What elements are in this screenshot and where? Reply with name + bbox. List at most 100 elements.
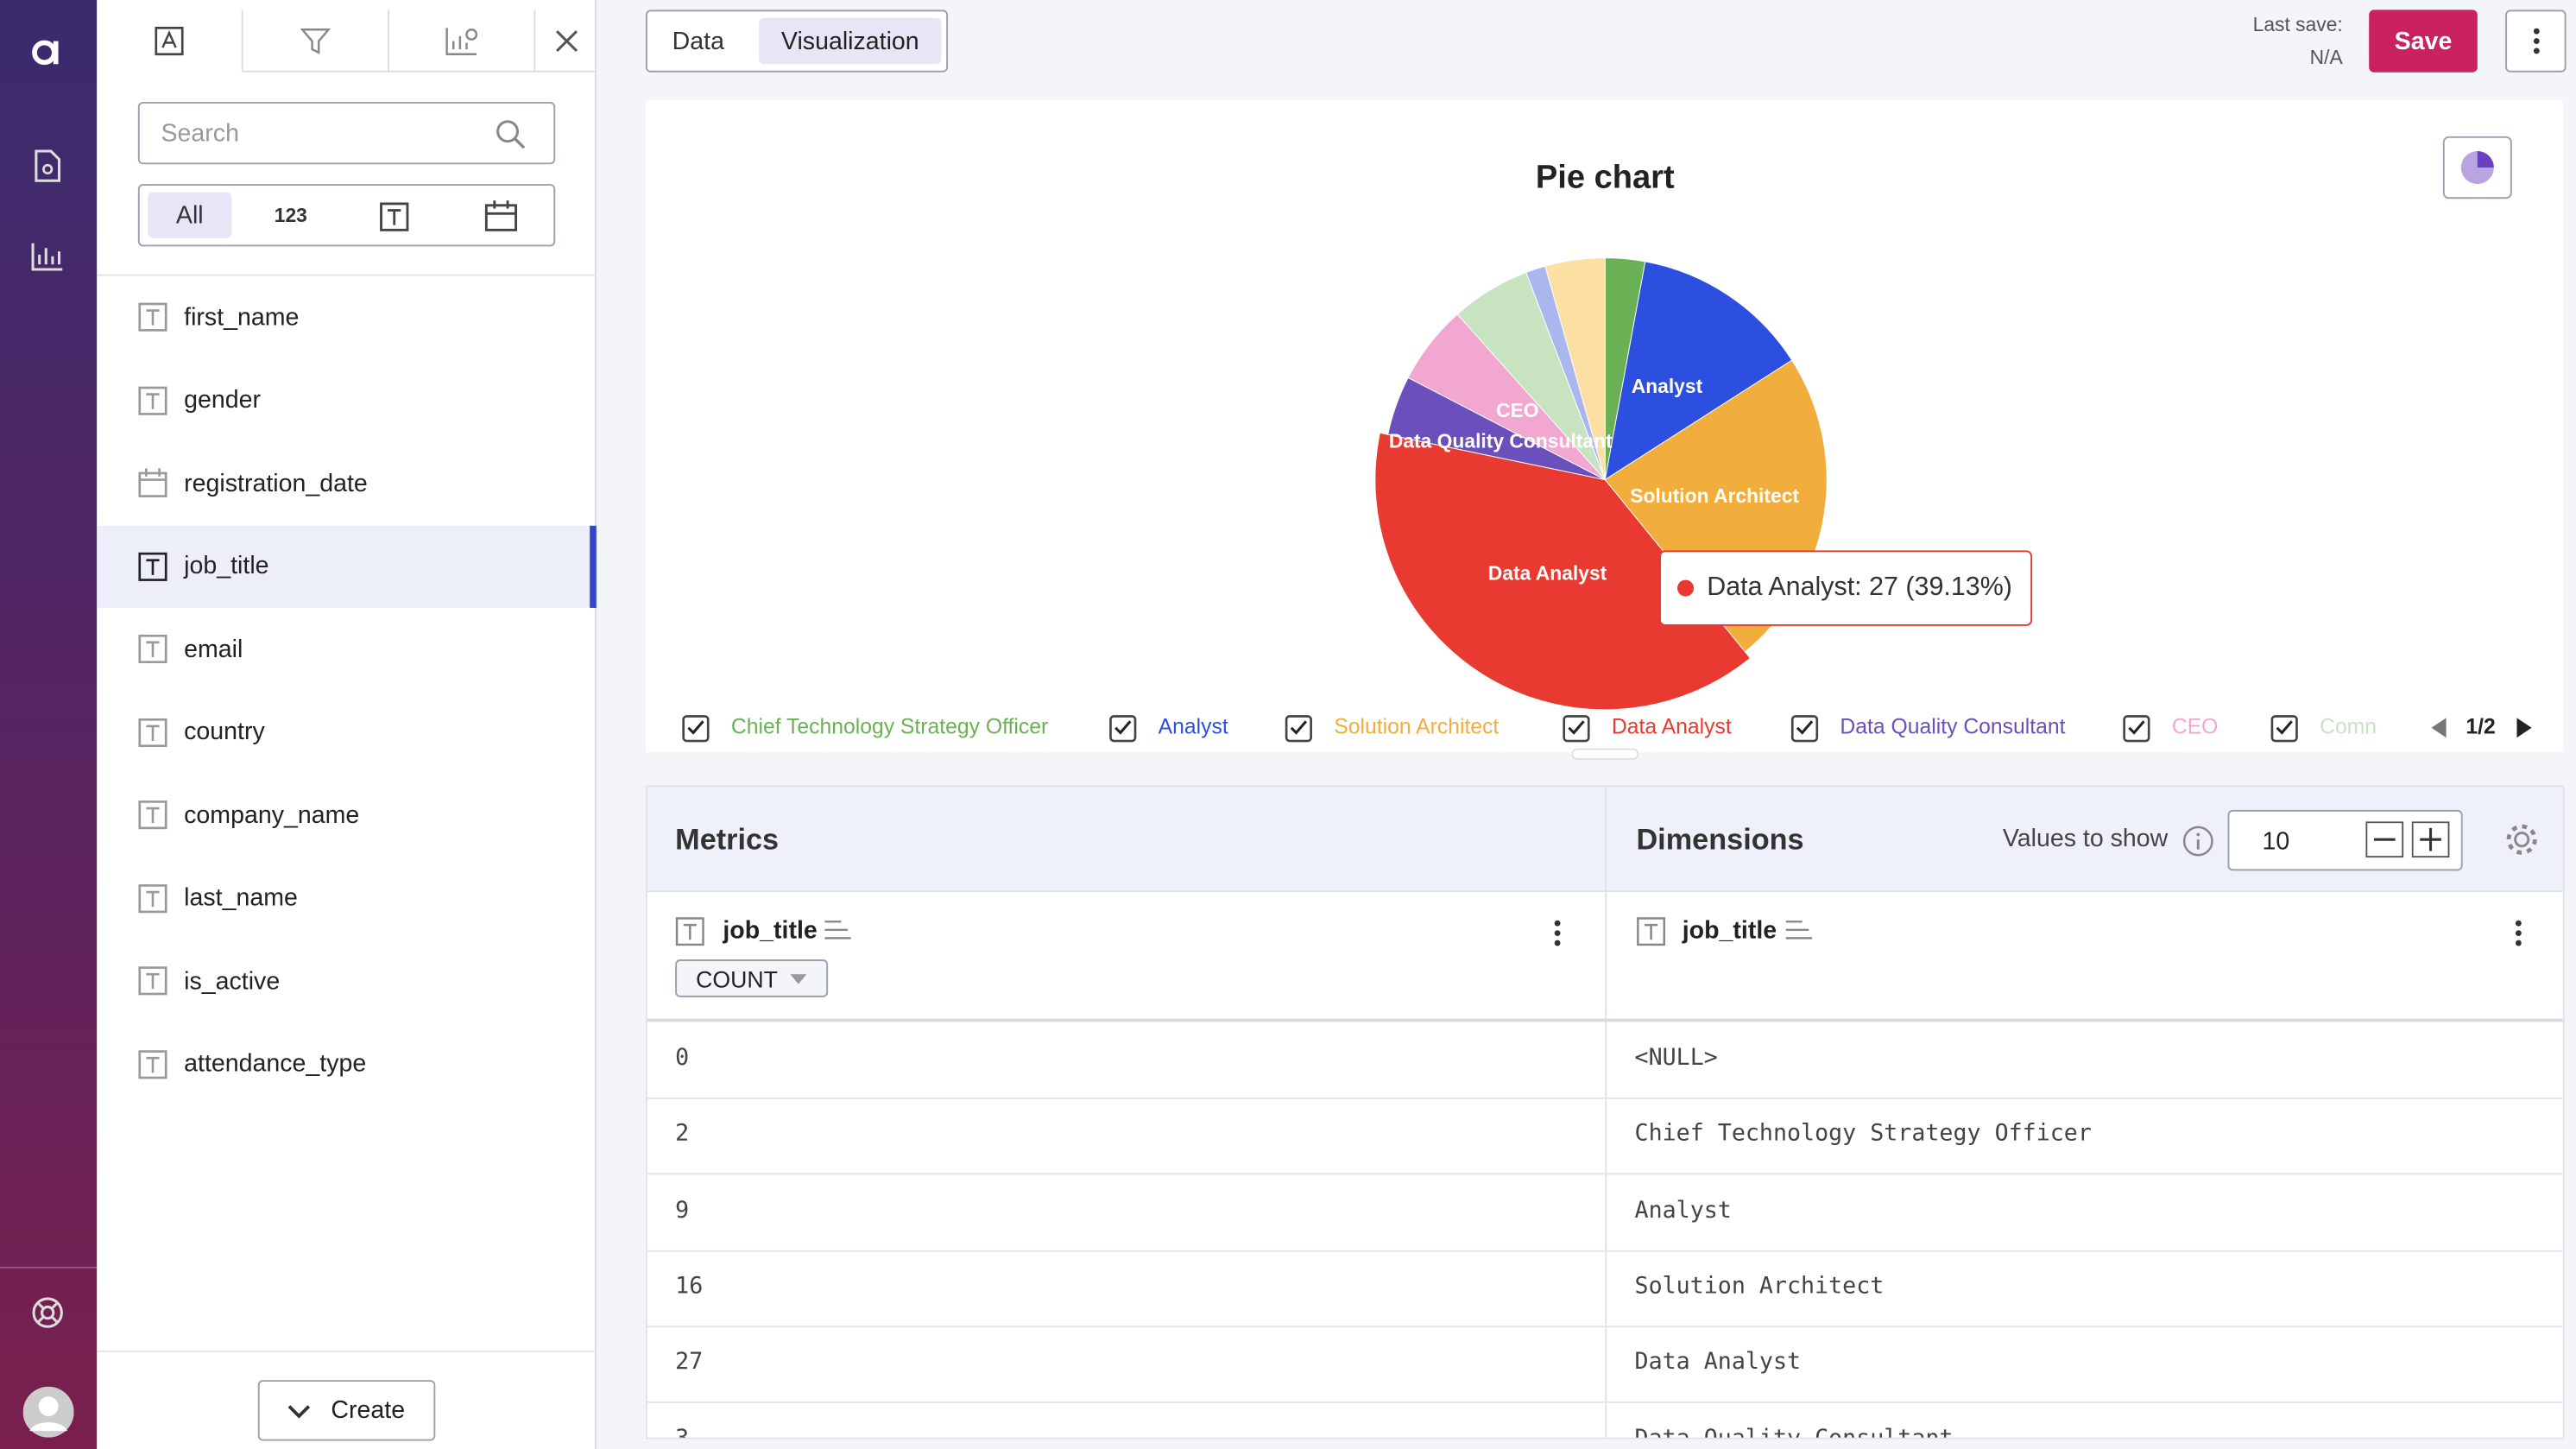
table-row-border	[647, 1173, 2563, 1175]
icon-glyph	[146, 558, 160, 574]
nav-charts[interactable]	[31, 242, 64, 271]
close-panel[interactable]	[535, 9, 597, 73]
metric-menu[interactable]	[1554, 920, 1561, 946]
legend-prev[interactable]	[2431, 718, 2447, 738]
dimension-menu[interactable]	[2515, 920, 2522, 946]
values-to-show-input[interactable]: 10	[2227, 809, 2463, 871]
field-name: registration_date	[184, 469, 368, 497]
icon-glyph	[146, 392, 160, 408]
resize-handle[interactable]	[1571, 748, 1639, 760]
field-type-icon	[138, 385, 167, 414]
tooltip-box	[1659, 550, 2033, 626]
icon-glyph	[146, 641, 160, 657]
legend-check	[1796, 720, 1814, 735]
icon-glyph	[146, 972, 160, 990]
icon-frame	[138, 551, 167, 580]
field-item[interactable]: job_title	[97, 524, 597, 607]
settings-icon[interactable]	[2503, 821, 2540, 857]
field-name: company_name	[184, 800, 360, 829]
sort-icon[interactable]	[1785, 920, 1813, 940]
nav-help[interactable]	[31, 1296, 64, 1329]
tab-filters[interactable]	[243, 9, 390, 73]
icon-frame	[138, 385, 167, 414]
nav-documents[interactable]	[33, 149, 62, 182]
metric-cell: 2	[675, 1121, 690, 1148]
field-type-icon	[1637, 917, 1666, 946]
info-icon[interactable]	[2181, 825, 2214, 857]
aggregation-select[interactable]: COUNT	[675, 959, 829, 997]
tooltip-text: Data Analyst: 27 (39.13%)	[1707, 572, 2012, 601]
legend-next[interactable]	[2516, 718, 2532, 738]
more-menu[interactable]	[2505, 9, 2567, 73]
tab-fields[interactable]	[97, 9, 243, 73]
filter-all[interactable]: All	[148, 192, 232, 238]
icon-glyph	[146, 807, 160, 824]
icon-frame	[138, 883, 167, 913]
legend-check	[2276, 720, 2293, 735]
metric-field: job_title	[723, 916, 818, 945]
field-item[interactable]: registration_date	[97, 442, 597, 524]
table-row-border	[647, 1326, 2563, 1328]
increment[interactable]	[2411, 821, 2452, 858]
logo	[32, 40, 59, 66]
legend-item[interactable]: Comn	[2270, 715, 2377, 743]
legend-item[interactable]: Chief Technology Strategy Officer	[682, 715, 1049, 743]
dimension-cell: <NULL>	[1634, 1044, 1718, 1072]
dimension-cell: Chief Technology Strategy Officer	[1634, 1121, 2092, 1148]
field-item[interactable]: gender	[97, 359, 597, 441]
field-item[interactable]: email	[97, 608, 597, 690]
field-type-icon	[138, 883, 167, 913]
field-name: email	[184, 635, 243, 663]
legend-check	[1568, 720, 1585, 735]
chart: Pie chart Analyst Solution Architect Data …	[682, 136, 2532, 760]
config-area: Metrics Dimensions Values to show 10 job…	[645, 785, 2565, 1440]
filter-text[interactable]	[380, 202, 409, 231]
filter-date[interactable]	[484, 200, 517, 231]
tab-chart-settings[interactable]	[389, 9, 536, 73]
decrement[interactable]	[2365, 821, 2405, 858]
field-name: gender	[184, 386, 262, 414]
legend-label: Analyst	[1159, 715, 1228, 738]
filter-number[interactable]: 123	[274, 203, 307, 227]
dimension-cell: Solution Architect	[1634, 1273, 1885, 1300]
field-item[interactable]: attendance_type	[97, 1022, 597, 1104]
field-name: is_active	[184, 966, 281, 995]
legend-check	[2128, 720, 2145, 735]
field-item[interactable]: company_name	[97, 774, 597, 856]
field-item[interactable]: is_active	[97, 940, 597, 1022]
legend-item[interactable]: Data Analyst	[1563, 715, 1732, 743]
icon-frame	[138, 302, 167, 332]
field-name: last_name	[184, 883, 298, 912]
icon-frame	[138, 966, 167, 996]
type-filter: All 123	[137, 184, 556, 247]
tab-data[interactable]: Data	[672, 27, 724, 55]
tab-visualization[interactable]: Visualization	[759, 17, 942, 65]
search-placeholder: Search	[161, 119, 239, 149]
legend-item[interactable]: CEO	[2123, 715, 2219, 743]
field-item[interactable]: last_name	[97, 857, 597, 939]
icon-glyph	[146, 724, 160, 741]
icon-frame	[138, 634, 167, 664]
aggregation: COUNT	[696, 965, 778, 992]
dimension-cell: Analyst	[1634, 1197, 1732, 1224]
sort-icon[interactable]	[824, 920, 851, 940]
tooltip-marker	[1677, 579, 1695, 597]
avatar[interactable]	[22, 1386, 74, 1438]
metric-cell: 0	[675, 1044, 690, 1072]
legend-item[interactable]: Solution Architect	[1285, 715, 1499, 743]
column-divider	[1605, 787, 1607, 1438]
field-item[interactable]: first_name	[97, 276, 597, 358]
legend-item[interactable]: Analyst	[1109, 715, 1228, 743]
legend-label: Chief Technology Strategy Officer	[731, 715, 1048, 738]
search-box[interactable]: Search	[137, 101, 556, 165]
legend-item[interactable]: Data Quality Consultant	[1790, 715, 2066, 743]
legend-page: 1/2	[2466, 715, 2495, 738]
field-type-icon	[138, 966, 167, 996]
field-item[interactable]: country	[97, 691, 597, 773]
metric-cell: 3	[675, 1425, 690, 1440]
header-divider	[647, 1018, 2563, 1022]
create-button[interactable]: Create	[257, 1380, 436, 1441]
save-button[interactable]: Save	[2369, 9, 2478, 73]
slice-label: CEO	[1496, 399, 1538, 421]
